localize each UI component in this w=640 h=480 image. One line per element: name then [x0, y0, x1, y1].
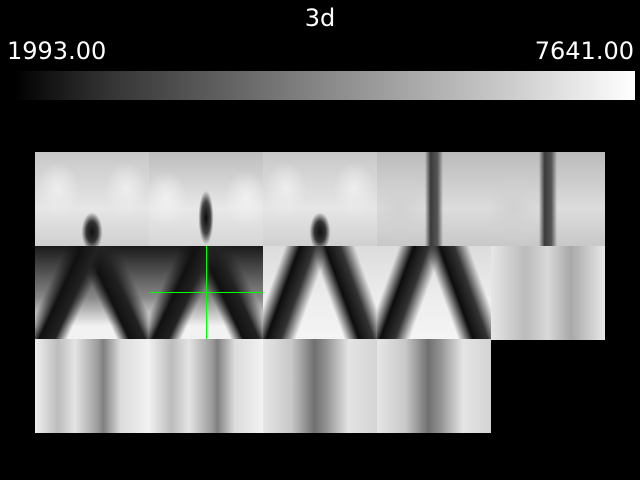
- colorbar-max-label: 7641.00: [534, 37, 634, 65]
- slice-mosaic[interactable]: [35, 152, 605, 433]
- slice-tile[interactable]: [491, 152, 605, 246]
- slice-tile[interactable]: [35, 246, 149, 340]
- colorbar-min-label: 1993.00: [7, 37, 107, 65]
- slice-tile[interactable]: [149, 339, 263, 433]
- slice-tile[interactable]: [263, 152, 377, 246]
- slice-tile[interactable]: [35, 339, 149, 433]
- slice-tile[interactable]: [377, 246, 491, 340]
- colorbar: [14, 71, 635, 100]
- slice-tile[interactable]: [35, 152, 149, 246]
- slice-tile[interactable]: [263, 246, 377, 340]
- slice-tile[interactable]: [263, 339, 377, 433]
- view-title: 3d: [304, 4, 336, 32]
- crosshair-vertical[interactable]: [206, 246, 207, 339]
- slice-tile[interactable]: [149, 152, 263, 246]
- slice-tile[interactable]: [377, 152, 491, 246]
- slice-tile[interactable]: [491, 246, 605, 340]
- slice-tile[interactable]: [377, 339, 491, 433]
